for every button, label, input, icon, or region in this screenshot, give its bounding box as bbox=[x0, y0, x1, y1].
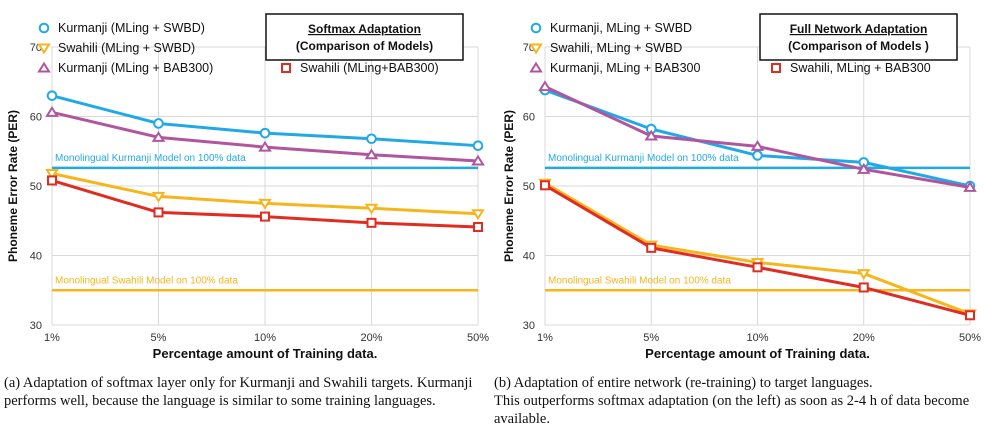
data-point bbox=[45, 168, 59, 180]
caption-left: (a) Adaptation of softmax layer only for… bbox=[4, 375, 473, 409]
data-point bbox=[752, 150, 763, 161]
x-tick-label: 50% bbox=[467, 332, 489, 344]
y-tick-label: 50 bbox=[30, 181, 42, 193]
legend-marker bbox=[771, 63, 781, 73]
x-tick-label: 5% bbox=[151, 332, 167, 344]
data-point bbox=[646, 242, 657, 253]
y-axis-title: Phoneme Error Rate (PER) bbox=[502, 110, 516, 262]
data-point bbox=[471, 209, 485, 221]
x-tick-label: 5% bbox=[643, 332, 659, 344]
data-point bbox=[45, 105, 59, 117]
legend-entry: Kurmanji, MLing + SWBD bbox=[550, 21, 692, 35]
data-point bbox=[963, 181, 977, 192]
chart-title: Full Network Adaptation bbox=[790, 22, 928, 36]
data-point bbox=[472, 140, 484, 151]
legend-marker bbox=[37, 61, 51, 73]
data-point bbox=[366, 133, 377, 145]
data-point bbox=[258, 140, 272, 152]
data-point bbox=[364, 148, 379, 160]
baseline-swahili-label: Monolingual Swahili Model on 100% data bbox=[548, 275, 731, 286]
data-point bbox=[47, 175, 57, 186]
x-tick-label: 10% bbox=[254, 332, 276, 344]
chart-title: Softmax Adaptation bbox=[308, 22, 421, 36]
data-point bbox=[856, 269, 871, 280]
data-point bbox=[752, 262, 763, 273]
data-point bbox=[644, 129, 659, 141]
legend-marker bbox=[38, 22, 50, 34]
x-tick-label: 1% bbox=[44, 332, 60, 344]
legend-marker bbox=[281, 63, 291, 73]
data-point bbox=[856, 162, 871, 174]
data-point bbox=[366, 217, 377, 228]
x-axis-title: Percentage amount of Training data. bbox=[645, 346, 870, 361]
data-point bbox=[46, 90, 58, 101]
x-tick-label: 20% bbox=[360, 332, 382, 344]
x-axis-title: Percentage amount of Training data. bbox=[153, 346, 378, 361]
y-axis-title: Phoneme Error Rate (PER) bbox=[6, 110, 20, 262]
data-point bbox=[965, 310, 975, 321]
baseline-swahili-label: Monolingual Swahili Model on 100% data bbox=[55, 275, 238, 286]
data-point bbox=[258, 198, 272, 210]
chart-subtitle: (Comparison of Models) bbox=[296, 39, 433, 53]
y-tick-label: 30 bbox=[523, 320, 535, 332]
x-tick-label: 10% bbox=[746, 332, 768, 344]
data-point bbox=[153, 118, 164, 129]
legend-entry: Swahili (MLing+BAB300) bbox=[300, 61, 439, 75]
y-tick-label: 60 bbox=[523, 112, 535, 124]
caption-right: (b) Adaptation of entire network (re-tra… bbox=[494, 375, 970, 427]
y-tick-label: 60 bbox=[30, 112, 42, 124]
y-tick-label: 30 bbox=[30, 320, 42, 332]
chart-title-box bbox=[265, 13, 464, 61]
data-point bbox=[153, 207, 164, 218]
data-point bbox=[473, 222, 483, 233]
data-point bbox=[259, 127, 271, 139]
legend-entry: Swahili, MLing + SWBD bbox=[550, 41, 682, 55]
data-point bbox=[471, 154, 485, 166]
data-point bbox=[750, 139, 765, 151]
legend-marker bbox=[529, 43, 543, 55]
chart-subtitle: (Comparison of Models ) bbox=[788, 39, 929, 53]
legend-entry: Swahili (MLing + SWBD) bbox=[58, 41, 195, 55]
legend-entry: Kurmanji (MLing + SWBD) bbox=[58, 21, 205, 35]
legend-marker bbox=[37, 43, 51, 55]
baseline-kurmanji-label: Monolingual Kurmanji Model on 100% data bbox=[548, 153, 739, 164]
data-point bbox=[151, 191, 166, 203]
legend-entry: Kurmanji, MLing + BAB300 bbox=[550, 61, 700, 75]
y-tick-label: 50 bbox=[523, 181, 535, 193]
x-tick-label: 1% bbox=[537, 332, 553, 344]
data-point bbox=[540, 180, 550, 191]
data-point bbox=[364, 203, 379, 215]
data-point bbox=[538, 80, 552, 92]
legend-marker bbox=[529, 61, 543, 73]
x-tick-label: 20% bbox=[853, 332, 875, 344]
legend-marker bbox=[530, 22, 542, 34]
legend-entry: Kurmanji (MLing + BAB300) bbox=[58, 61, 213, 75]
data-point bbox=[151, 130, 166, 142]
data-point bbox=[260, 211, 270, 222]
x-tick-label: 50% bbox=[959, 332, 981, 344]
legend-entry: Swahili, MLing + BAB300 bbox=[790, 61, 931, 75]
chart-title-box bbox=[759, 13, 958, 61]
y-tick-label: 40 bbox=[523, 251, 535, 263]
data-point bbox=[858, 282, 869, 293]
y-tick-label: 40 bbox=[30, 251, 42, 263]
baseline-kurmanji-label: Monolingual Kurmanji Model on 100% data bbox=[55, 153, 246, 164]
